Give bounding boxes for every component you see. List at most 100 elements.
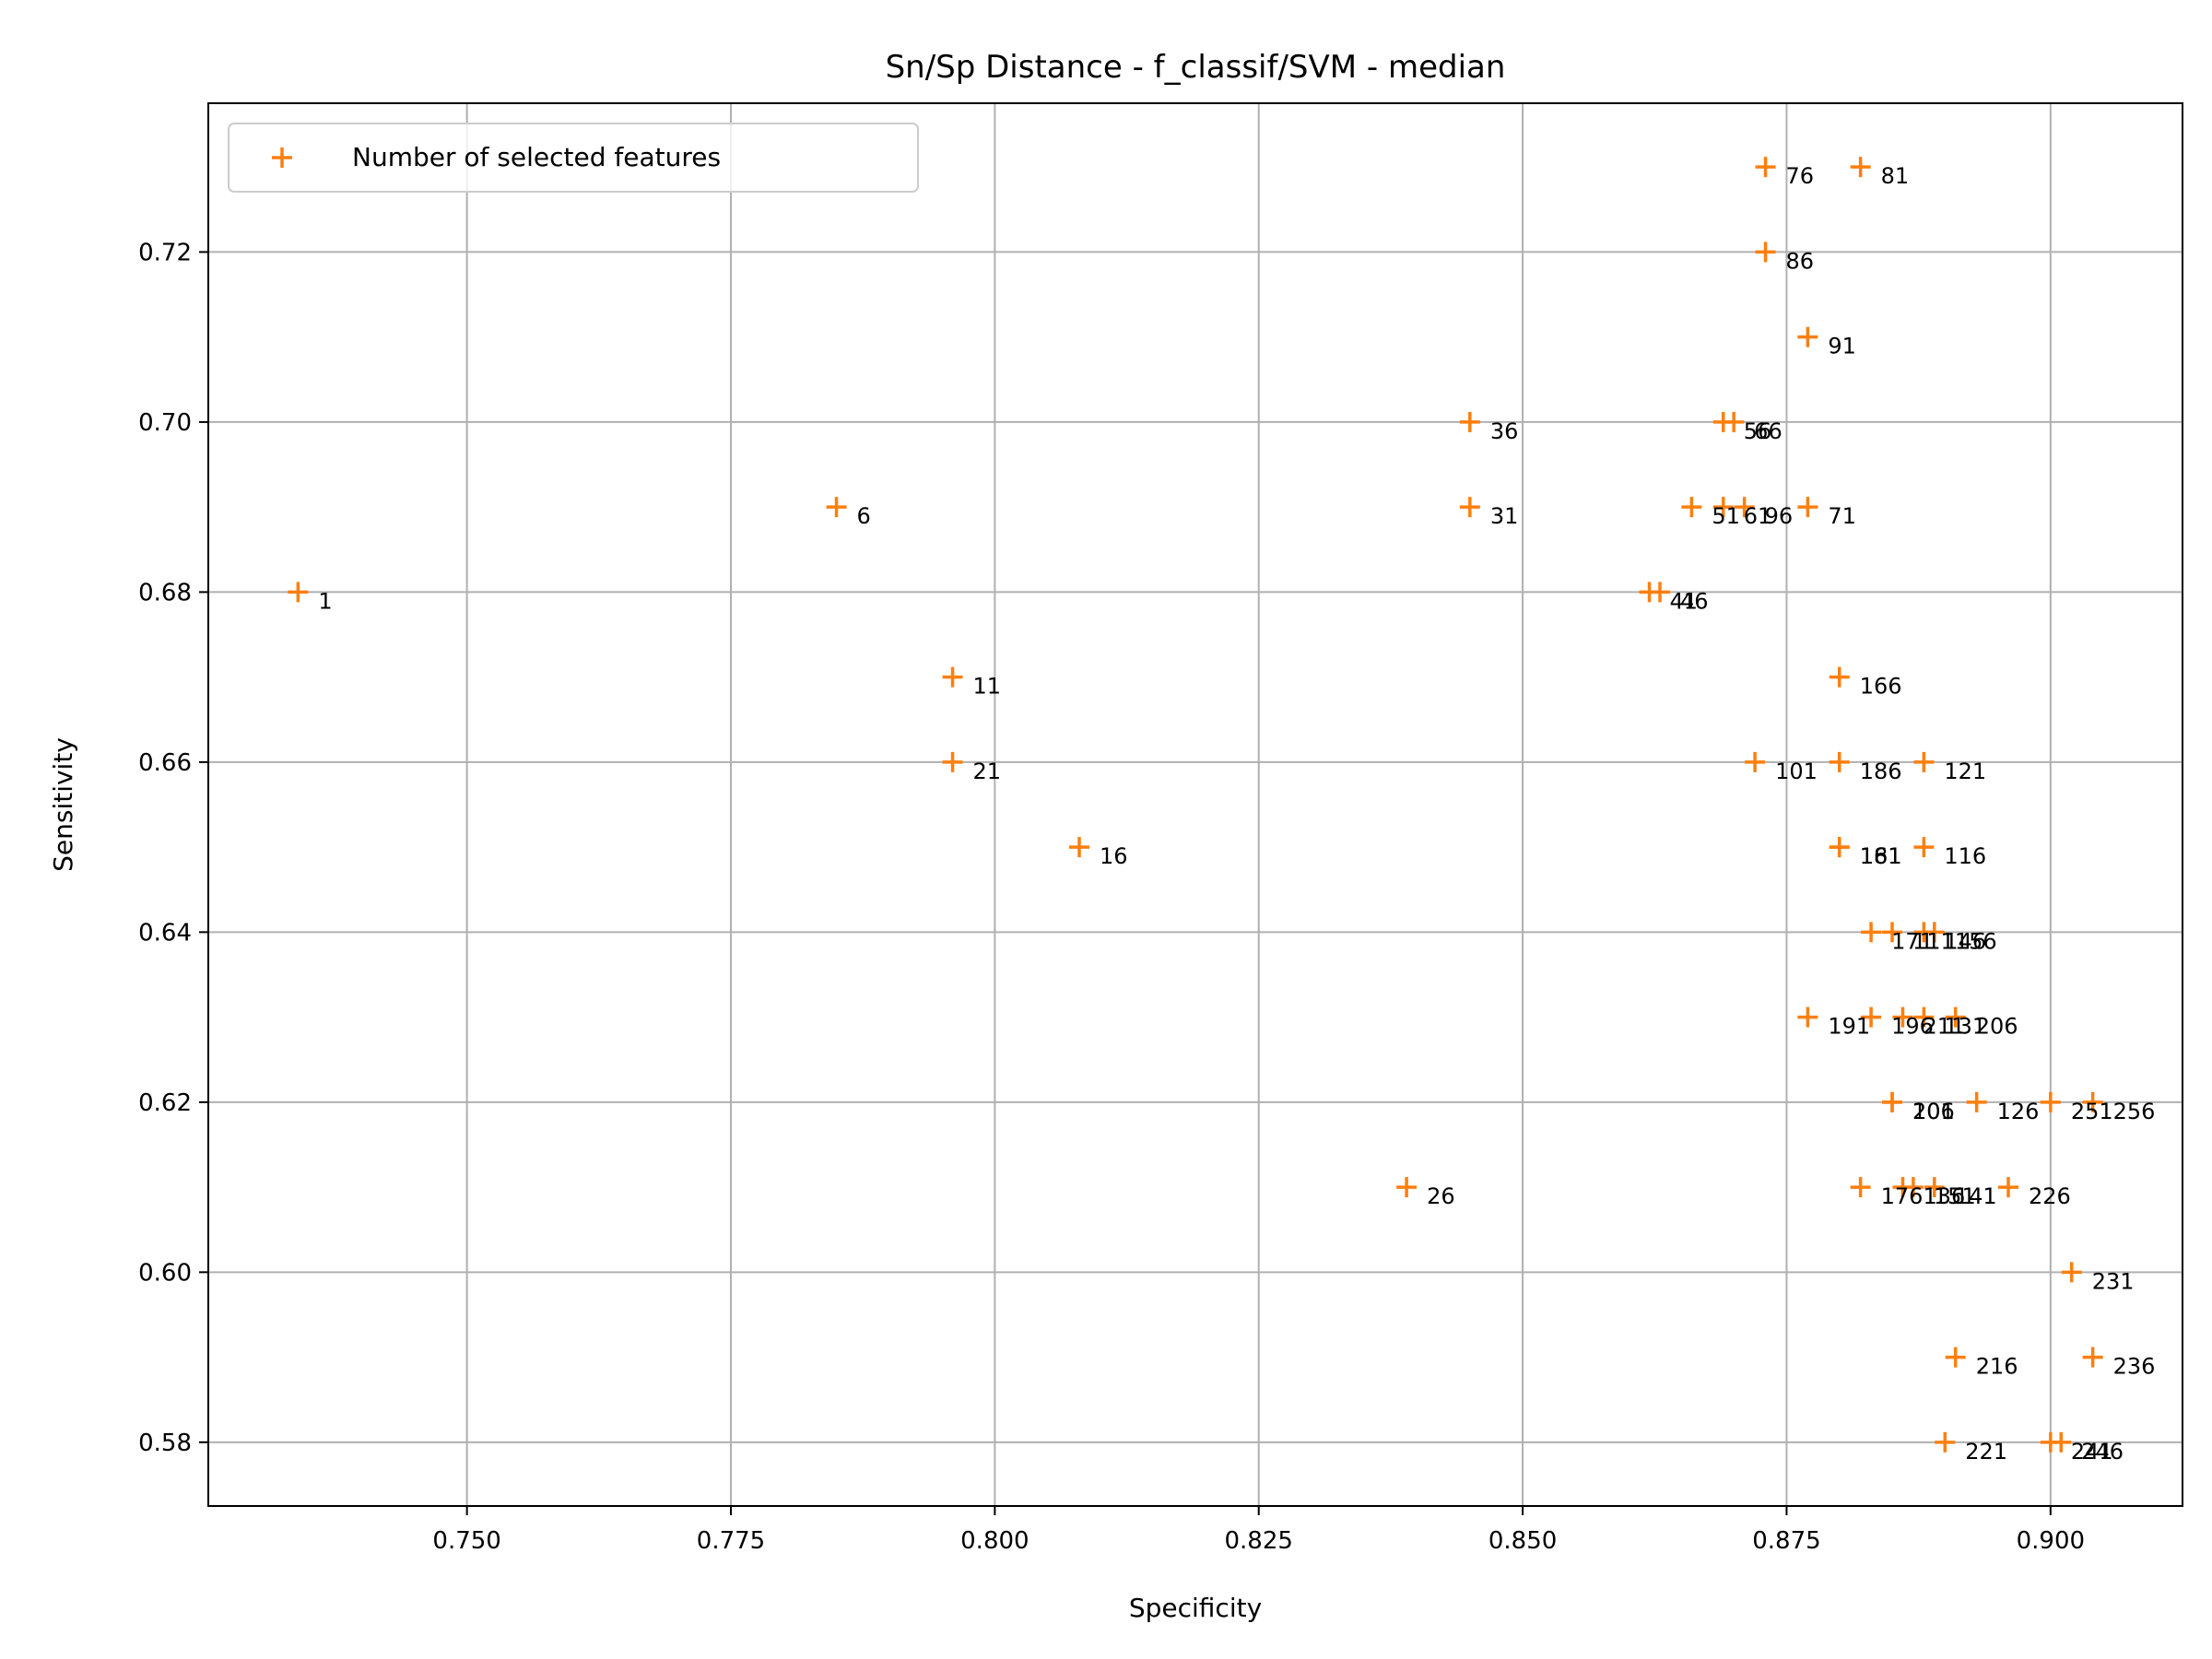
data-point xyxy=(1913,751,1935,772)
data-point xyxy=(942,751,963,772)
x-tick-label: 0.850 xyxy=(1488,1527,1557,1555)
data-point-label: 146 xyxy=(1944,928,1986,954)
data-point xyxy=(288,582,309,603)
data-point xyxy=(1755,241,1776,263)
data-point-label: 121 xyxy=(1944,759,1986,784)
data-point xyxy=(1650,582,1670,603)
y-axis-label: Sensitivity xyxy=(48,737,78,872)
data-point xyxy=(1935,1431,1956,1453)
data-point-label: 151 xyxy=(1934,1183,1976,1209)
data-point-label: 206 xyxy=(1976,1014,2018,1040)
data-point-label: 166 xyxy=(1860,674,1902,700)
data-point-label: 111 xyxy=(1912,928,1955,954)
data-point xyxy=(1945,1006,1966,1028)
data-point-label: 36 xyxy=(1490,418,1519,444)
data-point-label: 96 xyxy=(1765,503,1794,529)
data-point-label: 201 xyxy=(1912,1099,1955,1124)
data-point-label: 86 xyxy=(1786,248,1815,274)
data-point-label: 26 xyxy=(1427,1183,1455,1209)
x-axis-ticks: 0.750 0.775 0.800 0.825 0.850 0.875 0.900 xyxy=(432,1506,2085,1555)
data-point xyxy=(1724,411,1745,432)
data-point-label: 211 xyxy=(1923,1014,1965,1040)
data-point xyxy=(1850,1177,1871,1198)
data-point-label: 181 xyxy=(1860,843,1902,869)
data-point-label: 256 xyxy=(2113,1099,2156,1124)
data-point xyxy=(1829,666,1850,688)
data-point-label: 6 xyxy=(857,503,871,529)
data-point xyxy=(1924,1177,1945,1198)
data-point xyxy=(1797,497,1818,518)
data-point xyxy=(2051,1431,2072,1453)
data-point-label: 101 xyxy=(1775,759,1818,784)
data-point-label: 161 xyxy=(1860,843,1902,869)
y-tick-label: 0.60 xyxy=(138,1259,192,1287)
data-point xyxy=(1861,922,1882,943)
x-tick-label: 0.825 xyxy=(1225,1527,1293,1555)
legend-marker-plus xyxy=(272,147,292,168)
data-point-label: 176 xyxy=(1881,1183,1924,1209)
data-point-label: 171 xyxy=(1891,928,1934,954)
data-point-label: 1 xyxy=(318,588,332,614)
data-point-label: 236 xyxy=(2113,1354,2156,1380)
y-tick-label: 0.70 xyxy=(138,409,192,437)
data-point-label: 196 xyxy=(1891,1014,1934,1040)
data-point-label: 76 xyxy=(1786,163,1815,189)
x-tick-label: 0.800 xyxy=(960,1527,1029,1555)
legend: Number of selected features xyxy=(228,123,919,193)
y-tick-label: 0.72 xyxy=(138,239,192,266)
data-point xyxy=(1734,497,1755,518)
data-point xyxy=(2061,1262,2082,1283)
x-tick-label: 0.875 xyxy=(1752,1527,1820,1555)
data-point-label: 61 xyxy=(1744,503,1772,529)
data-point xyxy=(2082,1091,2103,1112)
x-tick-label: 0.900 xyxy=(2017,1527,2085,1555)
data-point-label: 41 xyxy=(1670,588,1699,614)
data-point-label: 216 xyxy=(1976,1354,2018,1380)
legend-marker xyxy=(272,147,292,168)
data-point xyxy=(1459,497,1480,518)
data-point-label: 91 xyxy=(1828,334,1856,359)
x-axis-label: Specificity xyxy=(1129,1593,1262,1623)
data-point-label: 136 xyxy=(1923,1183,1965,1209)
data-point-label: 241 xyxy=(2071,1439,2113,1465)
data-point-label: 46 xyxy=(1680,588,1709,614)
data-point-label: 126 xyxy=(1997,1099,2040,1124)
data-point xyxy=(1745,751,1766,772)
grid xyxy=(208,103,2183,1506)
data-point xyxy=(2040,1091,2061,1112)
data-point-label: 56 xyxy=(1744,418,1772,444)
y-tick-label: 0.64 xyxy=(138,919,192,947)
data-point-label: 21 xyxy=(973,759,1002,784)
data-point xyxy=(1892,1006,1913,1028)
data-point xyxy=(1712,497,1734,518)
data-point xyxy=(1913,837,1935,858)
data-point-label: 221 xyxy=(1965,1439,2007,1465)
chart-title: Sn/Sp Distance - f_classif/SVM - median xyxy=(886,49,1506,86)
y-tick-label: 0.66 xyxy=(138,749,192,777)
data-point xyxy=(1861,1006,1882,1028)
legend-entry-label: Number of selected features xyxy=(352,142,721,172)
data-point xyxy=(1797,1006,1818,1028)
y-axis-ticks: 0.58 0.60 0.62 0.64 0.66 0.68 0.70 0.72 xyxy=(138,239,208,1457)
data-point-label: 251 xyxy=(2071,1099,2113,1124)
data-point-label: 66 xyxy=(1754,418,1783,444)
y-tick-label: 0.62 xyxy=(138,1089,192,1117)
data-points xyxy=(288,157,2103,1453)
x-tick-label: 0.750 xyxy=(432,1527,500,1555)
data-point xyxy=(1797,326,1818,347)
plot-frame xyxy=(207,102,2183,1507)
data-point xyxy=(1829,751,1850,772)
data-point-label: 231 xyxy=(2092,1268,2135,1294)
data-point xyxy=(1829,837,1850,858)
data-point-label: 31 xyxy=(1490,503,1519,529)
data-point xyxy=(1945,1347,1966,1368)
data-point-label: 106 xyxy=(1912,1099,1955,1124)
data-point-label: 81 xyxy=(1881,163,1910,189)
data-point-label: 246 xyxy=(2081,1439,2124,1465)
data-point xyxy=(1902,1177,1924,1198)
data-point-label: 226 xyxy=(2029,1183,2071,1209)
data-point-label: 156 xyxy=(1955,928,1997,954)
